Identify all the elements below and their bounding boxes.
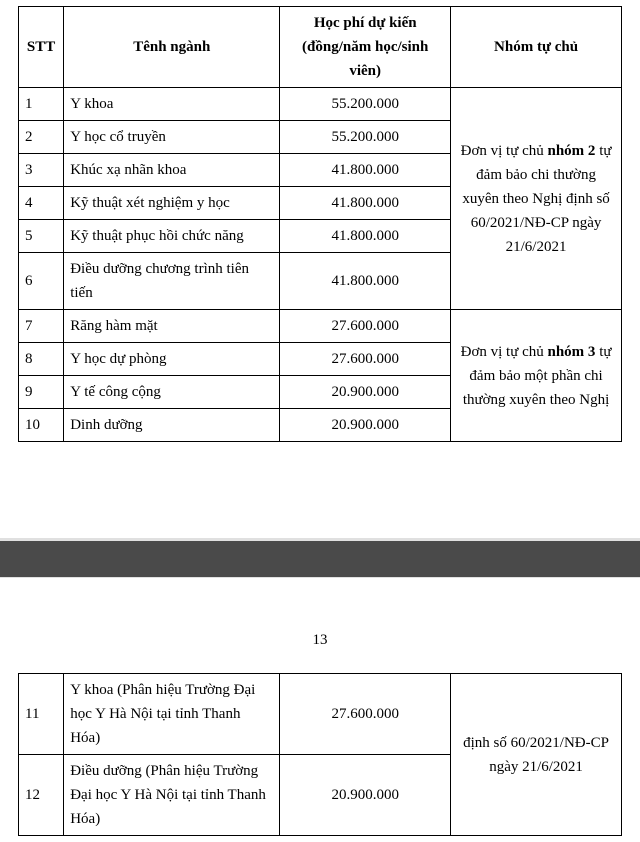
spacer-before-gap	[0, 448, 640, 538]
cell-fee: 27.600.000	[280, 674, 451, 755]
cell-fee: 41.800.000	[280, 253, 451, 310]
cell-name: Điều dưỡng chương trình tiên tiến	[64, 253, 280, 310]
cell-name: Y khoa	[64, 88, 280, 121]
cell-stt: 5	[19, 220, 64, 253]
cell-fee: 55.200.000	[280, 88, 451, 121]
table-header-row: STT Tênh ngành Học phí dự kiến (đồng/năm…	[19, 7, 622, 88]
header-fee: Học phí dự kiến (đồng/năm học/sinh viên)	[280, 7, 451, 88]
cell-fee: 20.900.000	[280, 409, 451, 442]
cell-name: Dinh dưỡng	[64, 409, 280, 442]
cell-stt: 7	[19, 310, 64, 343]
cell-stt: 8	[19, 343, 64, 376]
cell-group-b: Đơn vị tự chủ nhóm 3 tự đảm bảo một phần…	[451, 310, 622, 442]
cell-stt: 3	[19, 154, 64, 187]
group-b-prefix: Đơn vị tự chủ	[461, 344, 548, 360]
cell-name: Y học dự phòng	[64, 343, 280, 376]
page-number: 13	[0, 578, 640, 667]
cell-fee: 41.800.000	[280, 220, 451, 253]
cell-stt: 6	[19, 253, 64, 310]
tuition-table-2-container: 11 Y khoa (Phân hiệu Trường Đại học Y Hà…	[0, 667, 640, 842]
cell-stt: 12	[19, 755, 64, 836]
cell-stt: 10	[19, 409, 64, 442]
cell-stt: 1	[19, 88, 64, 121]
header-group: Nhóm tự chủ	[451, 7, 622, 88]
table-row: 1 Y khoa 55.200.000 Đơn vị tự chủ nhóm 2…	[19, 88, 622, 121]
cell-group-a: Đơn vị tự chủ nhóm 2 tự đảm bảo chi thườ…	[451, 88, 622, 310]
tuition-table-1-container: STT Tênh ngành Học phí dự kiến (đồng/năm…	[0, 0, 640, 448]
tuition-table-2: 11 Y khoa (Phân hiệu Trường Đại học Y Hà…	[18, 673, 622, 836]
group-a-bold: nhóm 2	[548, 143, 596, 159]
page-gap	[0, 538, 640, 578]
cell-group-c: định số 60/2021/NĐ-CP ngày 21/6/2021	[451, 674, 622, 836]
cell-stt: 4	[19, 187, 64, 220]
header-stt: STT	[19, 7, 64, 88]
cell-fee: 41.800.000	[280, 154, 451, 187]
cell-fee: 27.600.000	[280, 310, 451, 343]
table-row: 7 Răng hàm mặt 27.600.000 Đơn vị tự chủ …	[19, 310, 622, 343]
header-name: Tênh ngành	[64, 7, 280, 88]
group-b-bold: nhóm 3	[548, 344, 596, 360]
cell-fee: 41.800.000	[280, 187, 451, 220]
cell-stt: 11	[19, 674, 64, 755]
group-a-prefix: Đơn vị tự chủ	[461, 143, 548, 159]
tuition-table-1: STT Tênh ngành Học phí dự kiến (đồng/năm…	[18, 6, 622, 442]
cell-name: Điều dưỡng (Phân hiệu Trường Đại học Y H…	[64, 755, 280, 836]
cell-name: Y học cổ truyền	[64, 121, 280, 154]
cell-fee: 55.200.000	[280, 121, 451, 154]
cell-name: Y khoa (Phân hiệu Trường Đại học Y Hà Nộ…	[64, 674, 280, 755]
document-page: STT Tênh ngành Học phí dự kiến (đồng/năm…	[0, 0, 640, 842]
cell-fee: 20.900.000	[280, 376, 451, 409]
cell-stt: 2	[19, 121, 64, 154]
cell-fee: 20.900.000	[280, 755, 451, 836]
group-a-suffix: tự đảm bảo chi thường xuyên theo Nghị đị…	[462, 143, 611, 255]
cell-name: Kỹ thuật xét nghiệm y học	[64, 187, 280, 220]
cell-fee: 27.600.000	[280, 343, 451, 376]
cell-name: Răng hàm mặt	[64, 310, 280, 343]
cell-name: Y tế công cộng	[64, 376, 280, 409]
table-row: 11 Y khoa (Phân hiệu Trường Đại học Y Hà…	[19, 674, 622, 755]
cell-stt: 9	[19, 376, 64, 409]
cell-name: Khúc xạ nhãn khoa	[64, 154, 280, 187]
cell-name: Kỹ thuật phục hồi chức năng	[64, 220, 280, 253]
